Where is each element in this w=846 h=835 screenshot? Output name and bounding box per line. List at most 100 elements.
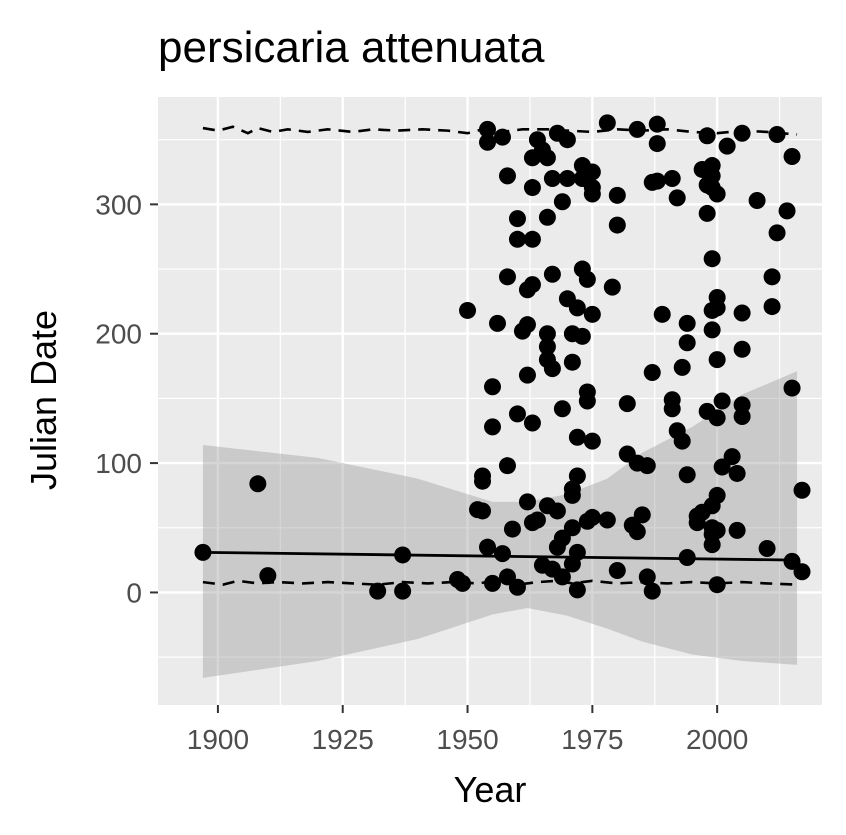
data-point xyxy=(608,561,626,579)
data-point xyxy=(498,268,516,286)
data-point xyxy=(459,301,477,319)
data-point xyxy=(793,563,811,581)
data-point xyxy=(583,185,601,203)
data-point xyxy=(249,475,267,493)
data-point xyxy=(638,568,656,586)
data-point xyxy=(733,124,751,142)
data-point xyxy=(578,270,596,288)
data-point xyxy=(648,135,666,153)
data-point xyxy=(558,169,576,187)
data-point xyxy=(568,467,586,485)
x-tick-label: 2000 xyxy=(686,724,748,755)
data-point xyxy=(598,114,616,132)
data-point xyxy=(573,327,591,345)
data-point xyxy=(259,567,277,585)
data-point xyxy=(518,366,536,384)
data-point xyxy=(578,392,596,410)
data-point xyxy=(703,250,721,268)
data-point xyxy=(763,268,781,286)
data-point xyxy=(663,169,681,187)
x-tick-label: 1950 xyxy=(436,724,498,755)
data-point xyxy=(628,120,646,138)
data-point xyxy=(568,428,586,446)
y-axis: 0 100 200 300 xyxy=(95,189,158,608)
data-point xyxy=(718,137,736,155)
data-point xyxy=(673,358,691,376)
data-point xyxy=(583,432,601,450)
data-point xyxy=(479,133,497,151)
data-point xyxy=(568,581,586,599)
data-point xyxy=(394,582,412,600)
data-point xyxy=(583,508,601,526)
x-tick-label: 1900 xyxy=(187,724,249,755)
data-point xyxy=(538,325,556,343)
data-point xyxy=(498,167,516,185)
data-point xyxy=(733,396,751,414)
data-point xyxy=(708,351,726,369)
data-point xyxy=(518,316,536,334)
data-point xyxy=(523,230,541,248)
data-point xyxy=(474,502,492,520)
data-point xyxy=(474,472,492,490)
data-point xyxy=(508,405,526,423)
data-point xyxy=(763,298,781,316)
data-point xyxy=(708,185,726,203)
data-point xyxy=(703,157,721,175)
data-point xyxy=(508,578,526,596)
data-point xyxy=(479,538,497,556)
data-point xyxy=(568,299,586,317)
data-point xyxy=(583,163,601,181)
data-point xyxy=(523,414,541,432)
data-point xyxy=(653,305,671,323)
data-point xyxy=(733,304,751,322)
confidence-band xyxy=(202,371,798,678)
data-point xyxy=(483,574,501,592)
data-point xyxy=(483,378,501,396)
data-point xyxy=(538,338,556,356)
data-point xyxy=(673,432,691,450)
data-point xyxy=(618,395,636,413)
data-point xyxy=(608,186,626,204)
data-points-layer xyxy=(194,114,811,600)
chart-title: persicaria attenuata xyxy=(158,23,545,72)
data-point xyxy=(558,131,576,149)
data-point xyxy=(728,464,746,482)
data-point xyxy=(708,299,726,317)
fit-line xyxy=(202,550,798,562)
data-point xyxy=(748,191,766,209)
data-point xyxy=(479,120,497,138)
confidence-band-layer xyxy=(202,371,798,678)
data-point xyxy=(528,511,546,529)
data-point xyxy=(663,400,681,418)
data-point xyxy=(703,321,721,339)
data-point xyxy=(698,127,716,145)
data-point xyxy=(708,409,726,427)
data-point xyxy=(563,519,581,537)
data-point xyxy=(538,208,556,226)
data-point xyxy=(543,265,561,283)
data-point xyxy=(503,520,521,538)
data-point xyxy=(543,169,561,187)
data-point xyxy=(523,179,541,197)
data-point xyxy=(369,582,387,600)
data-point xyxy=(518,493,536,511)
data-point xyxy=(553,193,571,211)
data-point xyxy=(608,216,626,234)
data-point xyxy=(728,521,746,539)
data-point xyxy=(678,334,696,352)
data-point xyxy=(793,481,811,499)
data-point xyxy=(668,189,686,207)
data-point xyxy=(708,486,726,504)
data-point xyxy=(643,582,661,600)
data-point xyxy=(768,224,786,242)
data-point xyxy=(758,539,776,557)
y-tick-label: 100 xyxy=(95,448,142,479)
data-point xyxy=(483,418,501,436)
data-point xyxy=(648,115,666,133)
y-axis-title: Julian Date xyxy=(23,310,64,490)
x-axis: 1900 1925 1950 1975 2000 xyxy=(187,705,748,755)
y-tick-label: 0 xyxy=(126,577,142,608)
y-tick-label: 200 xyxy=(95,319,142,350)
data-point xyxy=(638,457,656,475)
